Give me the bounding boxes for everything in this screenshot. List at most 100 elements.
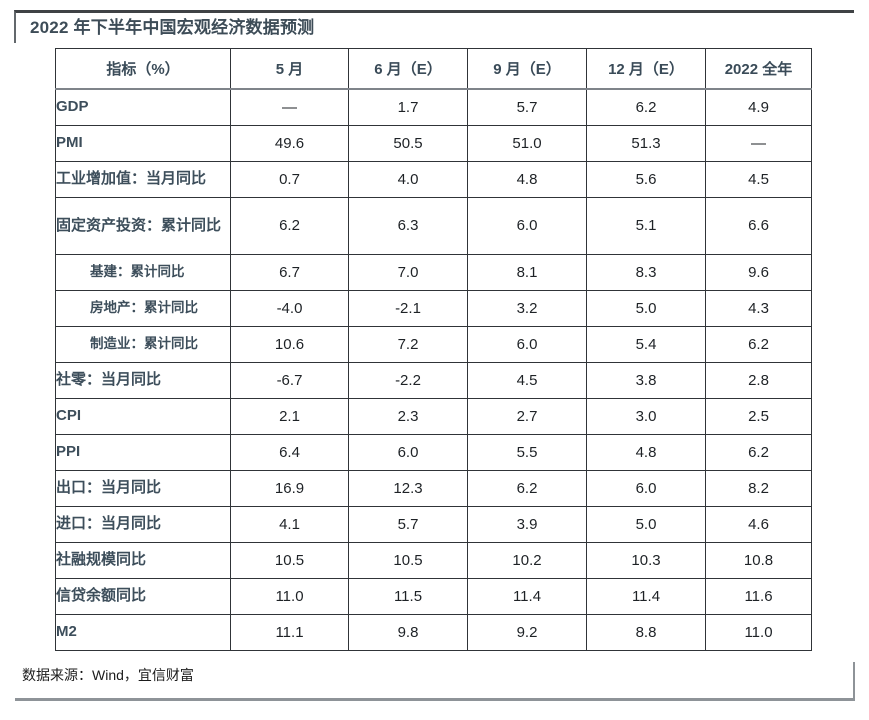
cell-value: 6.7 [230, 253, 349, 291]
table-row-pmi: PMI 49.6 50.5 51.0 51.3 — [55, 124, 812, 162]
cell-value: 4.5 [705, 160, 812, 198]
row-label: 房地产：累计同比 [55, 289, 231, 327]
cell-value: 2.7 [467, 397, 587, 435]
cell-value: 6.2 [705, 433, 812, 471]
row-label: M2 [55, 613, 231, 651]
cell-value: 11.0 [230, 577, 349, 615]
cell-value: 6.2 [467, 469, 587, 507]
cell-value: 8.2 [705, 469, 812, 507]
cell-value: 51.3 [586, 124, 706, 162]
cell-value: 8.3 [586, 253, 706, 291]
table-row-cpi: CPI 2.1 2.3 2.7 3.0 2.5 [55, 397, 812, 435]
column-header-indicator: 指标（%） [55, 48, 231, 90]
table-row-real-estate: 房地产：累计同比 -4.0 -2.1 3.2 5.0 4.3 [55, 289, 812, 327]
cell-value: 10.6 [230, 325, 349, 363]
cell-value: 6.2 [586, 88, 706, 126]
cell-value: 10.8 [705, 541, 812, 579]
cell-value: 4.1 [230, 505, 349, 543]
cell-value: 10.5 [230, 541, 349, 579]
row-label: GDP [55, 88, 231, 126]
cell-value: -2.1 [348, 289, 468, 327]
cell-value: 51.0 [467, 124, 587, 162]
cell-value: 6.2 [705, 325, 812, 363]
table-row-industrial-output: 工业增加值：当月同比 0.7 4.0 4.8 5.6 4.5 [55, 160, 812, 198]
cell-value: 3.0 [586, 397, 706, 435]
table-row-social-financing: 社融规模同比 10.5 10.5 10.2 10.3 10.8 [55, 541, 812, 579]
data-source-note: 数据来源：Wind，宜信财富 [22, 667, 194, 683]
cell-value: 10.2 [467, 541, 587, 579]
table-row-retail-sales: 社零：当月同比 -6.7 -2.2 4.5 3.8 2.8 [55, 361, 812, 399]
cell-value: 7.0 [348, 253, 468, 291]
table-row-fixed-asset-investment: 固定资产投资：累计同比 6.2 6.3 6.0 5.1 6.6 [55, 196, 812, 255]
cell-value: 50.5 [348, 124, 468, 162]
forecast-table-container: 指标（%） 5 月 6 月（E） 9 月（E） 12 月（E） 2022 全年 … [55, 48, 812, 651]
row-label: 出口：当月同比 [55, 469, 231, 507]
cell-value: 2.5 [705, 397, 812, 435]
cell-value: 5.7 [348, 505, 468, 543]
table-row-exports: 出口：当月同比 16.9 12.3 6.2 6.0 8.2 [55, 469, 812, 507]
cell-value: -2.2 [348, 361, 468, 399]
row-label: PMI [55, 124, 231, 162]
cell-value: 4.8 [467, 160, 587, 198]
cell-value: 11.5 [348, 577, 468, 615]
column-header-december: 12 月（E） [586, 48, 706, 90]
table-row-infrastructure: 基建：累计同比 6.7 7.0 8.1 8.3 9.6 [55, 253, 812, 291]
row-label: 进口：当月同比 [55, 505, 231, 543]
cell-value: 4.8 [586, 433, 706, 471]
cell-value: 0.7 [230, 160, 349, 198]
cell-value: 5.6 [586, 160, 706, 198]
cell-value: 4.5 [467, 361, 587, 399]
column-header-september: 9 月（E） [467, 48, 587, 90]
cell-value: 5.4 [586, 325, 706, 363]
cell-value: 11.1 [230, 613, 349, 651]
cell-value: 2.3 [348, 397, 468, 435]
cell-value: 4.3 [705, 289, 812, 327]
cell-value: 5.7 [467, 88, 587, 126]
table-row-gdp: GDP — 1.7 5.7 6.2 4.9 [55, 88, 812, 126]
cell-value: 16.9 [230, 469, 349, 507]
cell-value: 6.0 [348, 433, 468, 471]
column-header-may: 5 月 [230, 48, 349, 90]
cell-value: 10.5 [348, 541, 468, 579]
cell-value: 4.0 [348, 160, 468, 198]
row-label: CPI [55, 397, 231, 435]
cell-value: -4.0 [230, 289, 349, 327]
cell-value: 7.2 [348, 325, 468, 363]
table-row-manufacturing: 制造业：累计同比 10.6 7.2 6.0 5.4 6.2 [55, 325, 812, 363]
column-header-fullyear: 2022 全年 [705, 48, 812, 90]
cell-value: 4.6 [705, 505, 812, 543]
cell-value: -6.7 [230, 361, 349, 399]
cell-value: — [230, 88, 349, 126]
cell-value: 3.9 [467, 505, 587, 543]
table-row-ppi: PPI 6.4 6.0 5.5 4.8 6.2 [55, 433, 812, 471]
cell-value: 6.2 [230, 196, 349, 255]
cell-value: 9.2 [467, 613, 587, 651]
cell-value: 1.7 [348, 88, 468, 126]
cell-value: 6.0 [586, 469, 706, 507]
cell-value: 6.0 [467, 196, 587, 255]
cell-value: 3.8 [586, 361, 706, 399]
cell-value: 5.0 [586, 505, 706, 543]
cell-value: 8.8 [586, 613, 706, 651]
cell-value: 11.6 [705, 577, 812, 615]
cell-value: 5.0 [586, 289, 706, 327]
cell-value: 6.3 [348, 196, 468, 255]
cell-value: 12.3 [348, 469, 468, 507]
cell-value: 8.1 [467, 253, 587, 291]
cell-value: 4.9 [705, 88, 812, 126]
page-title: 2022 年下半年中国宏观经济数据预测 [30, 18, 315, 37]
row-label: 社零：当月同比 [55, 361, 231, 399]
column-header-june: 6 月（E） [348, 48, 468, 90]
cell-value: 6.6 [705, 196, 812, 255]
table-row-imports: 进口：当月同比 4.1 5.7 3.9 5.0 4.6 [55, 505, 812, 543]
cell-value: 3.2 [467, 289, 587, 327]
row-label: PPI [55, 433, 231, 471]
table-row-credit-balance: 信贷余额同比 11.0 11.5 11.4 11.4 11.6 [55, 577, 812, 615]
row-label: 固定资产投资：累计同比 [55, 196, 231, 255]
row-label: 社融规模同比 [55, 541, 231, 579]
cell-value: 9.6 [705, 253, 812, 291]
table-row-m2: M2 11.1 9.8 9.2 8.8 11.0 [55, 613, 812, 651]
header-row: 指标（%） 5 月 6 月（E） 9 月（E） 12 月（E） 2022 全年 [55, 48, 812, 90]
row-label: 工业增加值：当月同比 [55, 160, 231, 198]
cell-value: 5.1 [586, 196, 706, 255]
